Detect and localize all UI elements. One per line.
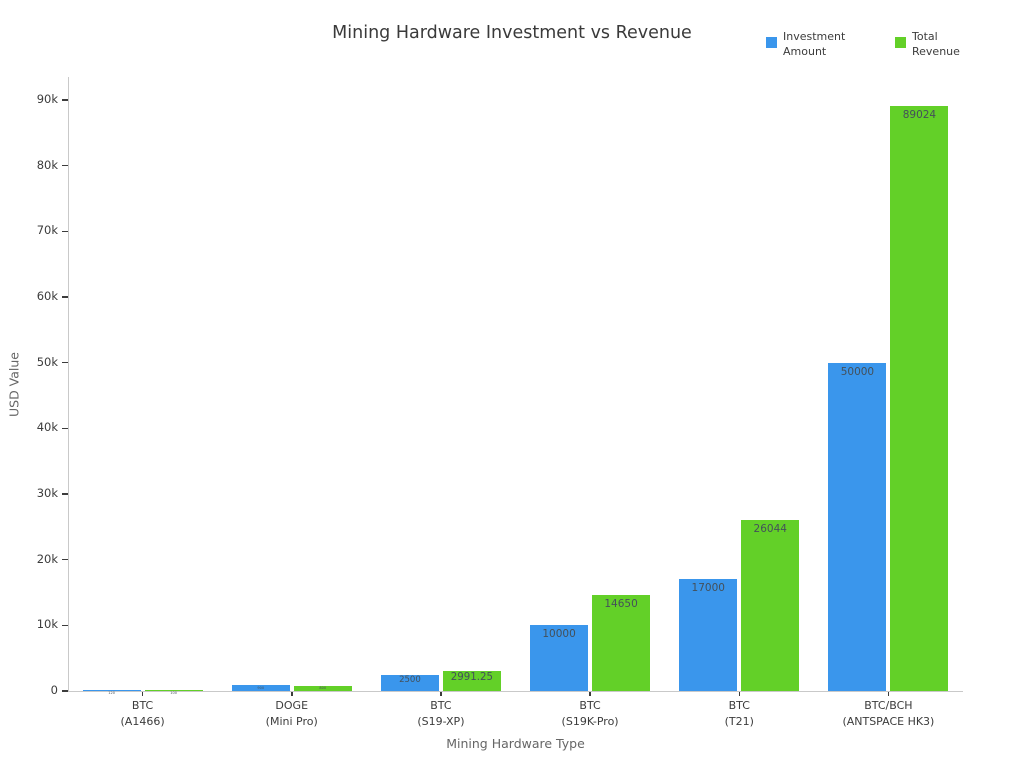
bar-total-revenue-4	[741, 519, 800, 691]
bar-total-revenue-5	[890, 106, 949, 691]
y-tick-label: 90k	[36, 91, 58, 106]
y-tick-label: 10k	[36, 617, 58, 632]
x-axis-title: Mining Hardware Type	[446, 736, 585, 751]
x-tick-mark	[887, 692, 890, 696]
x-tick-mark	[141, 692, 144, 696]
x-tick-mark	[738, 692, 740, 696]
x-tick-label: BTC (S19K-Pro)	[561, 699, 619, 728]
bar-value-label: 26044	[753, 522, 787, 535]
y-tick-label: 30k	[36, 485, 58, 500]
bar-value-label: 2991.25	[450, 671, 493, 683]
bar-total-revenue-0	[144, 690, 203, 691]
bar-investment-amount-0	[82, 690, 141, 691]
bar-investment-amount-1	[231, 685, 290, 691]
y-tick-label: 70k	[36, 223, 58, 238]
legend-swatch-icon	[766, 37, 777, 48]
bar-value-label: 89024	[902, 109, 937, 122]
bar-value-label: 900	[257, 685, 265, 690]
y-tick-label: 80k	[36, 157, 58, 172]
bar-value-label: 10000	[542, 628, 576, 641]
y-tick-mark	[62, 690, 68, 692]
x-tick-mark	[291, 692, 293, 696]
legend-swatch-icon	[895, 37, 906, 48]
y-tick-mark	[62, 427, 68, 430]
bar-investment-amount-2	[380, 674, 439, 691]
bar-total-revenue-2	[442, 671, 501, 691]
y-tick-mark	[62, 493, 68, 495]
y-tick-mark	[62, 361, 68, 364]
bar-investment-amount-3	[530, 625, 589, 691]
y-tick-label: 40k	[36, 420, 58, 435]
bar-value-label: 2500	[399, 675, 421, 686]
legend-label: Total Revenue	[912, 30, 960, 58]
y-tick-label: 20k	[36, 551, 58, 566]
x-tick-mark	[440, 692, 442, 696]
x-tick-mark	[589, 692, 591, 696]
x-tick-label: DOGE (Mini Pro)	[265, 699, 318, 728]
bar-value-label: 120	[108, 690, 115, 695]
y-tick-label: 60k	[36, 288, 58, 303]
y-axis-line	[68, 77, 69, 691]
y-tick-mark	[62, 624, 68, 627]
bar-investment-amount-5	[828, 362, 887, 691]
x-axis-line	[68, 691, 963, 692]
x-tick-label: BTC/BCH (ANTSPACE HK3)	[842, 699, 935, 728]
y-tick-label: 0	[50, 683, 58, 697]
bar-investment-amount-4	[679, 579, 738, 691]
bar-total-revenue-3	[592, 594, 651, 691]
bar-value-label: 14650	[604, 597, 638, 610]
bar-value-label: 50000	[840, 365, 875, 378]
x-tick-label: BTC (T21)	[724, 699, 754, 728]
y-tick-mark	[62, 164, 68, 167]
x-tick-label: BTC (S19-XP)	[417, 699, 465, 728]
bar-value-label: 800	[319, 686, 327, 691]
chart-title: Mining Hardware Investment vs Revenue	[332, 23, 692, 43]
bar-value-label: 100	[170, 690, 177, 695]
legend-label: Investment Amount	[783, 30, 846, 58]
y-tick-mark	[62, 558, 68, 561]
y-tick-mark	[62, 230, 68, 233]
x-tick-label: BTC (A1466)	[120, 699, 165, 728]
bar-value-label: 17000	[691, 582, 725, 595]
y-tick-label: 50k	[36, 354, 58, 369]
bar-total-revenue-1	[293, 685, 352, 691]
y-tick-mark	[62, 99, 68, 101]
y-tick-mark	[62, 296, 68, 298]
